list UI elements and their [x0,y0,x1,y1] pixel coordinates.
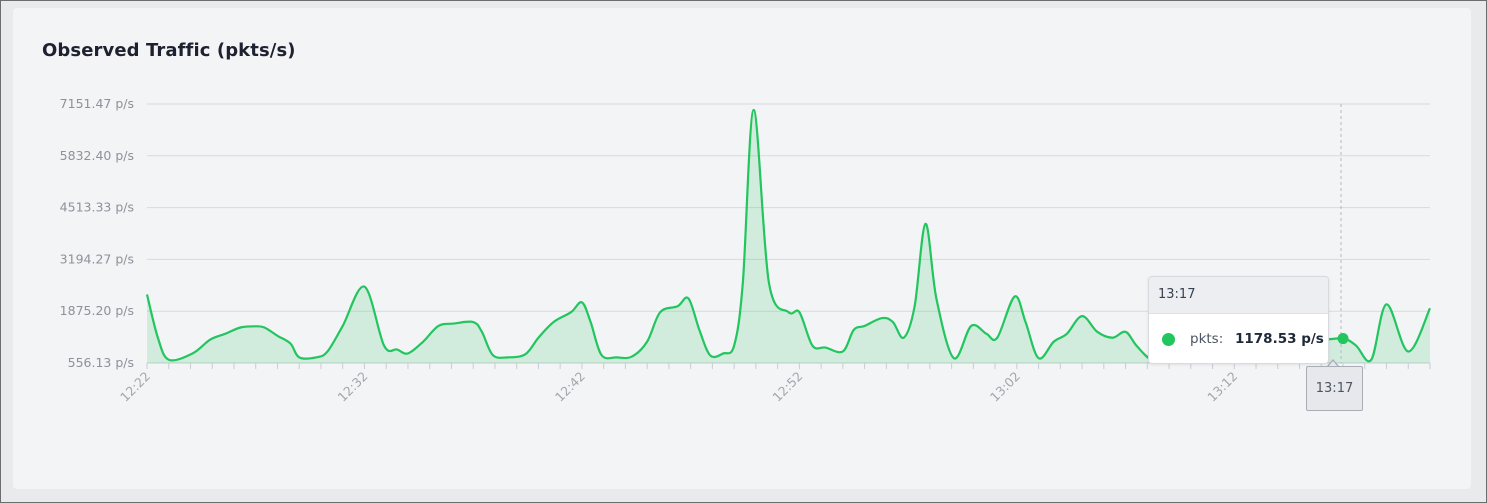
highlighted-point[interactable] [1337,333,1349,345]
y-tick-label: 4513.33 p/s [60,200,134,215]
series-line-pkts [145,108,1432,363]
series-color-dot [1162,333,1175,346]
y-tick-label: 5832.40 p/s [60,148,134,163]
x-tick-label: 12:32 [334,369,370,405]
y-tick-label: 556.13 p/s [68,355,134,370]
tooltip-time: 13:17 [1149,277,1328,314]
x-tick-label: 13:02 [987,369,1023,405]
x-tick-label: 12:52 [769,369,805,405]
x-tick-label: 13:12 [1204,369,1240,405]
chart-title: Observed Traffic (pkts/s) [42,40,296,61]
tooltip-series-label: pkts: [1190,331,1224,347]
chart-card [13,8,1471,489]
data-tooltip: 13:17 pkts: 1178.53 p/s [1148,276,1329,364]
y-tick-label: 3194.27 p/s [60,251,134,266]
crosshair-x-label: 13:17 [1306,366,1363,411]
y-tick-label: 7151.47 p/s [60,96,134,111]
x-tick-label: 12:22 [117,369,153,405]
y-tick-label: 1875.20 p/s [60,303,134,318]
x-tick-label: 12:42 [552,369,588,405]
x-axis-tick-labels: 12:22 12:32 12:42 12:52 13:02 13:12 [117,369,1240,405]
y-axis-tick-labels: 7151.47 p/s 5832.40 p/s 4513.33 p/s 3194.27… [60,96,134,370]
tooltip-value: 1178.53 p/s [1235,331,1324,347]
